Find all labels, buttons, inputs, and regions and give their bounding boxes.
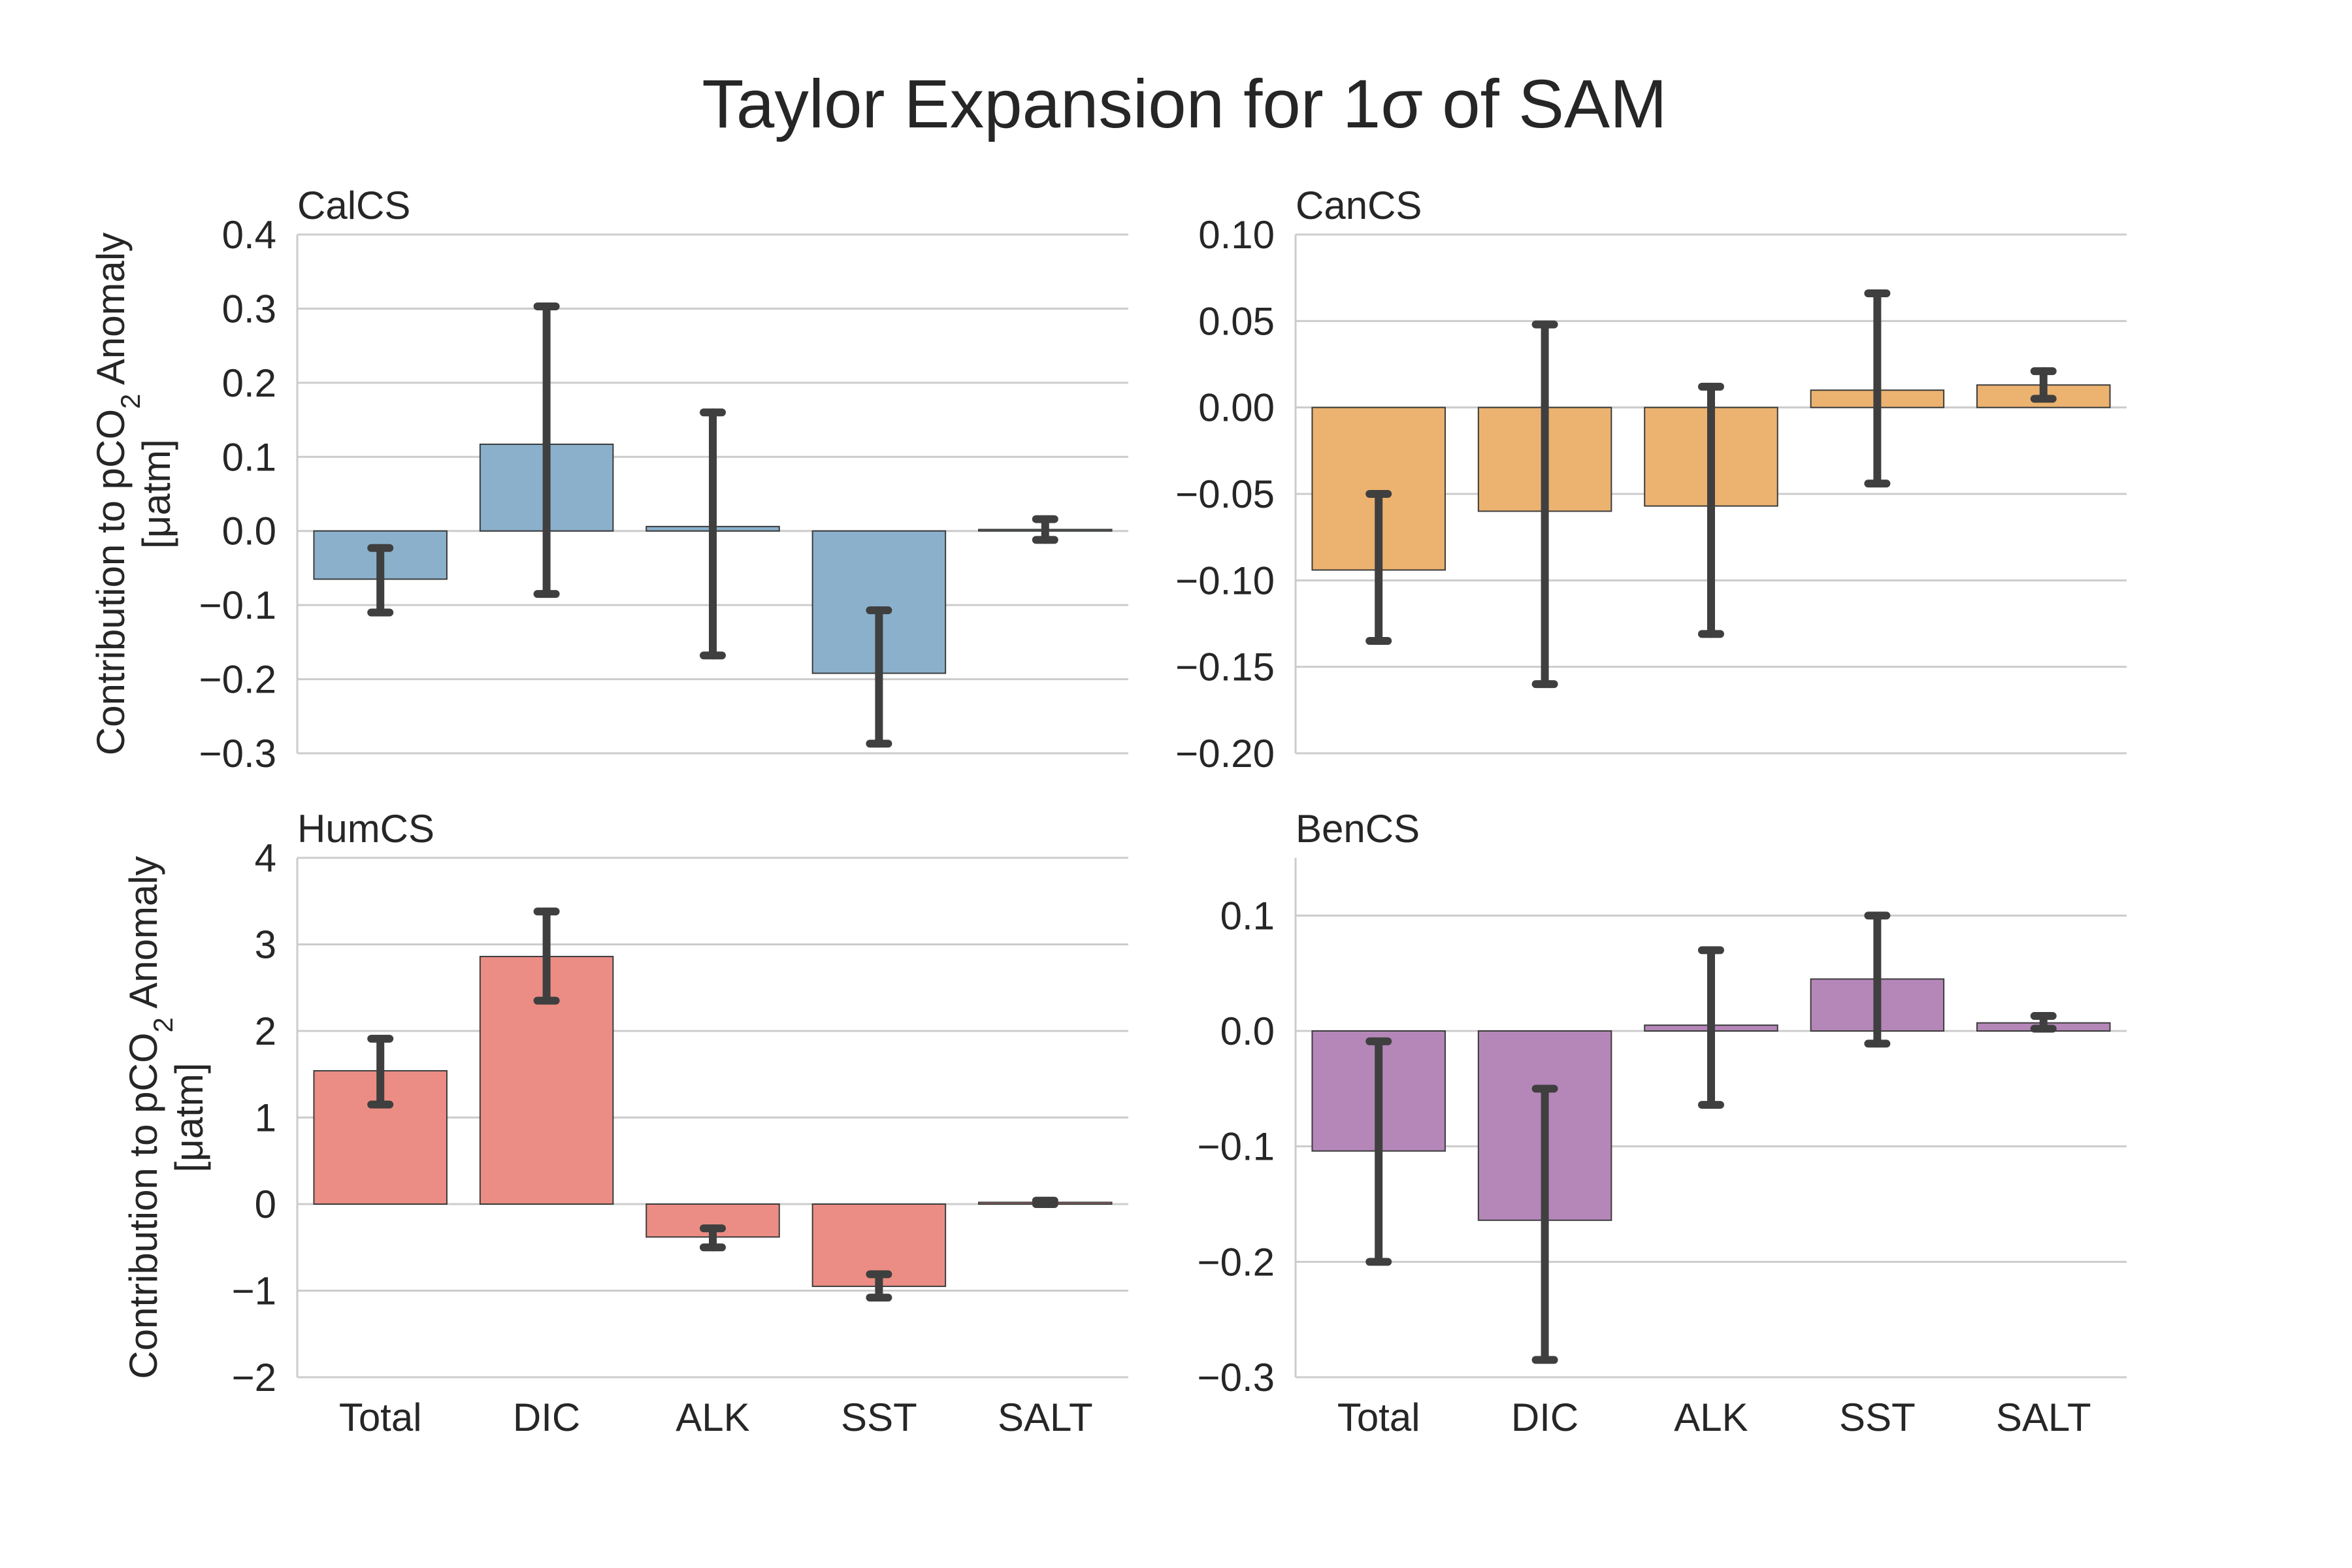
panel-title: CalCS [297, 184, 410, 227]
panel-title: BenCS [1296, 807, 1420, 851]
x-tick-label: Total [1337, 1396, 1420, 1439]
y-tick-label: 2 [255, 1009, 276, 1053]
y-tick-label: 0.1 [222, 435, 276, 479]
panel-humcs: −2 −1 0 1 2 3 4 HumCS Total DIC ALK SST SALT Contribu… [122, 807, 1128, 1439]
y-tick-label: 0.0 [1220, 1009, 1275, 1053]
y-tick-label: −0.05 [1175, 472, 1275, 516]
x-tick-label: SALT [1996, 1396, 2091, 1439]
y-axis-label: Contribution to pCO2 Anomaly [89, 233, 146, 755]
panel-title: CanCS [1296, 184, 1422, 227]
panel-title: HumCS [297, 807, 434, 851]
y-axis-label-suffix: Anomaly [89, 233, 133, 394]
y-tick-label: −0.3 [1198, 1356, 1275, 1399]
y-tick-label: −0.1 [1198, 1125, 1275, 1169]
x-tick-label: SST [841, 1396, 917, 1439]
x-tick-label: Total [339, 1396, 422, 1439]
y-tick-label: 4 [255, 836, 276, 880]
y-tick-label: 0 [255, 1183, 276, 1226]
y-axis-label-units: [μatm] [167, 1063, 211, 1173]
y-tick-label: −0.2 [1198, 1240, 1275, 1284]
y-tick-label: −0.15 [1175, 645, 1275, 689]
panel-cancs: −0.20 −0.15 −0.10 −0.05 0.00 0.05 0.10 CanCS [1175, 184, 2127, 776]
y-tick-label: 0.4 [222, 213, 276, 257]
y-tick-label: 0.00 [1198, 386, 1275, 430]
y-axis-label-units: [μatm] [135, 439, 178, 549]
y-tick-label: 0.2 [222, 361, 276, 405]
y-tick-label: 0.0 [222, 510, 276, 553]
y-tick-label: −0.20 [1175, 732, 1275, 776]
y-tick-label: −0.10 [1175, 559, 1275, 602]
y-tick-label: −0.3 [199, 732, 276, 776]
x-tick-label: ALK [676, 1396, 749, 1439]
y-tick-label: −2 [232, 1356, 276, 1399]
y-axis-label-text: Contribution to pCO [89, 409, 133, 755]
y-axis-label-subscript: 2 [115, 394, 146, 409]
panel-calcs: −0.3 −0.2 −0.1 0.0 0.1 0.2 0.3 0.4 CalCS Contribu… [89, 184, 1128, 776]
y-axis-label-suffix: Anomaly [122, 856, 165, 1017]
figure-title: Taylor Expansion for 1σ of SAM [702, 66, 1667, 142]
y-tick-label: 1 [255, 1096, 276, 1140]
x-tick-label: ALK [1674, 1396, 1748, 1439]
panel-bencs: −0.3 −0.2 −0.1 0.0 0.1 BenCS Total DIC ALK SST SAL… [1198, 807, 2127, 1439]
y-axis-label-subscript: 2 [148, 1017, 178, 1032]
x-tick-label: SST [1839, 1396, 1916, 1439]
x-tick-label: SALT [998, 1396, 1093, 1439]
y-axis-label: Contribution to pCO2 Anomaly [122, 856, 178, 1379]
y-tick-label: 0.1 [1220, 894, 1275, 938]
y-tick-label: 0.10 [1198, 213, 1275, 257]
y-axis-label-text: Contribution to pCO [122, 1032, 165, 1379]
x-tick-label: DIC [1511, 1396, 1578, 1439]
y-tick-label: 3 [255, 923, 276, 967]
y-tick-label: 0.3 [222, 287, 276, 331]
x-tick-label: DIC [513, 1396, 580, 1439]
panels: −0.3 −0.2 −0.1 0.0 0.1 0.2 0.3 0.4 CalCS Contribu… [89, 184, 2127, 1439]
y-tick-label: 0.05 [1198, 299, 1275, 343]
y-tick-label: −0.2 [199, 658, 276, 702]
y-tick-label: −0.1 [199, 583, 276, 627]
y-tick-label: −1 [232, 1269, 276, 1313]
